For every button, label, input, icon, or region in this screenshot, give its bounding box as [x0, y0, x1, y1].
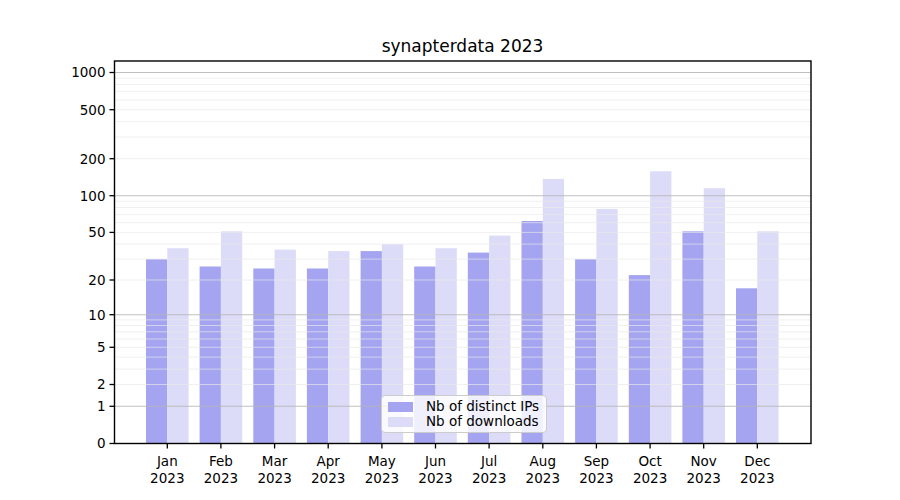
legend: Nb of distinct IPs Nb of downloads	[381, 395, 547, 433]
x-axis-tick-label-month: Mar	[262, 453, 288, 469]
x-axis-tick-label-month: Jul	[480, 453, 497, 469]
x-axis-tick-label-month: Jan	[156, 453, 178, 469]
legend-item: Nb of downloads	[388, 414, 538, 429]
x-axis-tick-label-month: Oct	[638, 453, 661, 469]
y-axis-tick-label: 5	[97, 339, 106, 355]
x-axis-tick-label-year: 2023	[204, 470, 238, 486]
legend-label: Nb of downloads	[426, 415, 539, 429]
x-axis-tick-label-year: 2023	[633, 470, 667, 486]
bar-series-0-month-Mar	[253, 269, 274, 444]
x-axis-tick-label-year: 2023	[311, 470, 345, 486]
y-axis-tick-label: 1	[97, 398, 106, 414]
y-axis-tick-label: 100	[80, 188, 106, 204]
legend-swatch-downloads	[388, 417, 413, 427]
x-axis-tick-label-year: 2023	[740, 470, 774, 486]
y-axis-tick-label: 200	[80, 151, 106, 167]
bar-series-1-month-Nov	[704, 188, 725, 443]
legend-swatch-distinct-ips	[388, 402, 413, 412]
x-axis-tick-label-month: Apr	[317, 453, 341, 469]
x-axis-tick-label-month: Jun	[424, 453, 446, 469]
x-axis-tick-label-year: 2023	[418, 470, 452, 486]
y-axis-tick-label: 20	[88, 272, 105, 288]
bar-series-0-month-Jan	[146, 259, 167, 443]
x-axis-tick-label-year: 2023	[687, 470, 721, 486]
y-axis-tick-label: 500	[80, 102, 106, 118]
x-axis-tick-label-month: Dec	[744, 453, 770, 469]
x-axis-tick-label-month: Feb	[209, 453, 233, 469]
bar-series-1-month-Jan	[167, 248, 188, 443]
x-axis-tick-label-year: 2023	[257, 470, 291, 486]
y-axis-tick-label: 10	[88, 307, 105, 323]
x-axis-tick-label-month: Nov	[691, 453, 717, 469]
bar-series-0-month-Dec	[736, 288, 757, 443]
y-axis-tick-label: 1000	[71, 64, 105, 80]
bar-series-0-month-Feb	[200, 267, 221, 444]
y-axis-tick-label: 2	[97, 376, 106, 392]
x-axis-tick-label-year: 2023	[365, 470, 399, 486]
x-axis-tick-label-month: May	[368, 453, 396, 469]
x-axis-tick-label-year: 2023	[150, 470, 184, 486]
bar-series-1-month-Oct	[650, 171, 671, 443]
x-axis-tick-label-year: 2023	[579, 470, 613, 486]
bar-series-0-month-Sep	[575, 259, 596, 443]
figure: synapterdata 2023 0125102050100200500100…	[0, 0, 900, 500]
bar-series-0-month-Nov	[682, 231, 703, 443]
x-axis-tick-label-year: 2023	[472, 470, 506, 486]
legend-item: Nb of distinct IPs	[388, 399, 538, 414]
x-axis-tick-label-month: Sep	[584, 453, 609, 469]
bar-series-1-month-Mar	[275, 250, 296, 444]
bar-series-0-month-Oct	[629, 275, 650, 443]
bar-series-0-month-Apr	[307, 269, 328, 444]
bar-series-1-month-Feb	[221, 231, 242, 443]
x-axis-tick-label-year: 2023	[526, 470, 560, 486]
bar-series-1-month-Dec	[757, 231, 778, 443]
legend-label: Nb of distinct IPs	[426, 400, 539, 414]
x-axis-tick-label-month: Aug	[530, 453, 556, 469]
y-axis-tick-label: 50	[88, 224, 105, 240]
y-axis-tick-label: 0	[97, 435, 106, 451]
